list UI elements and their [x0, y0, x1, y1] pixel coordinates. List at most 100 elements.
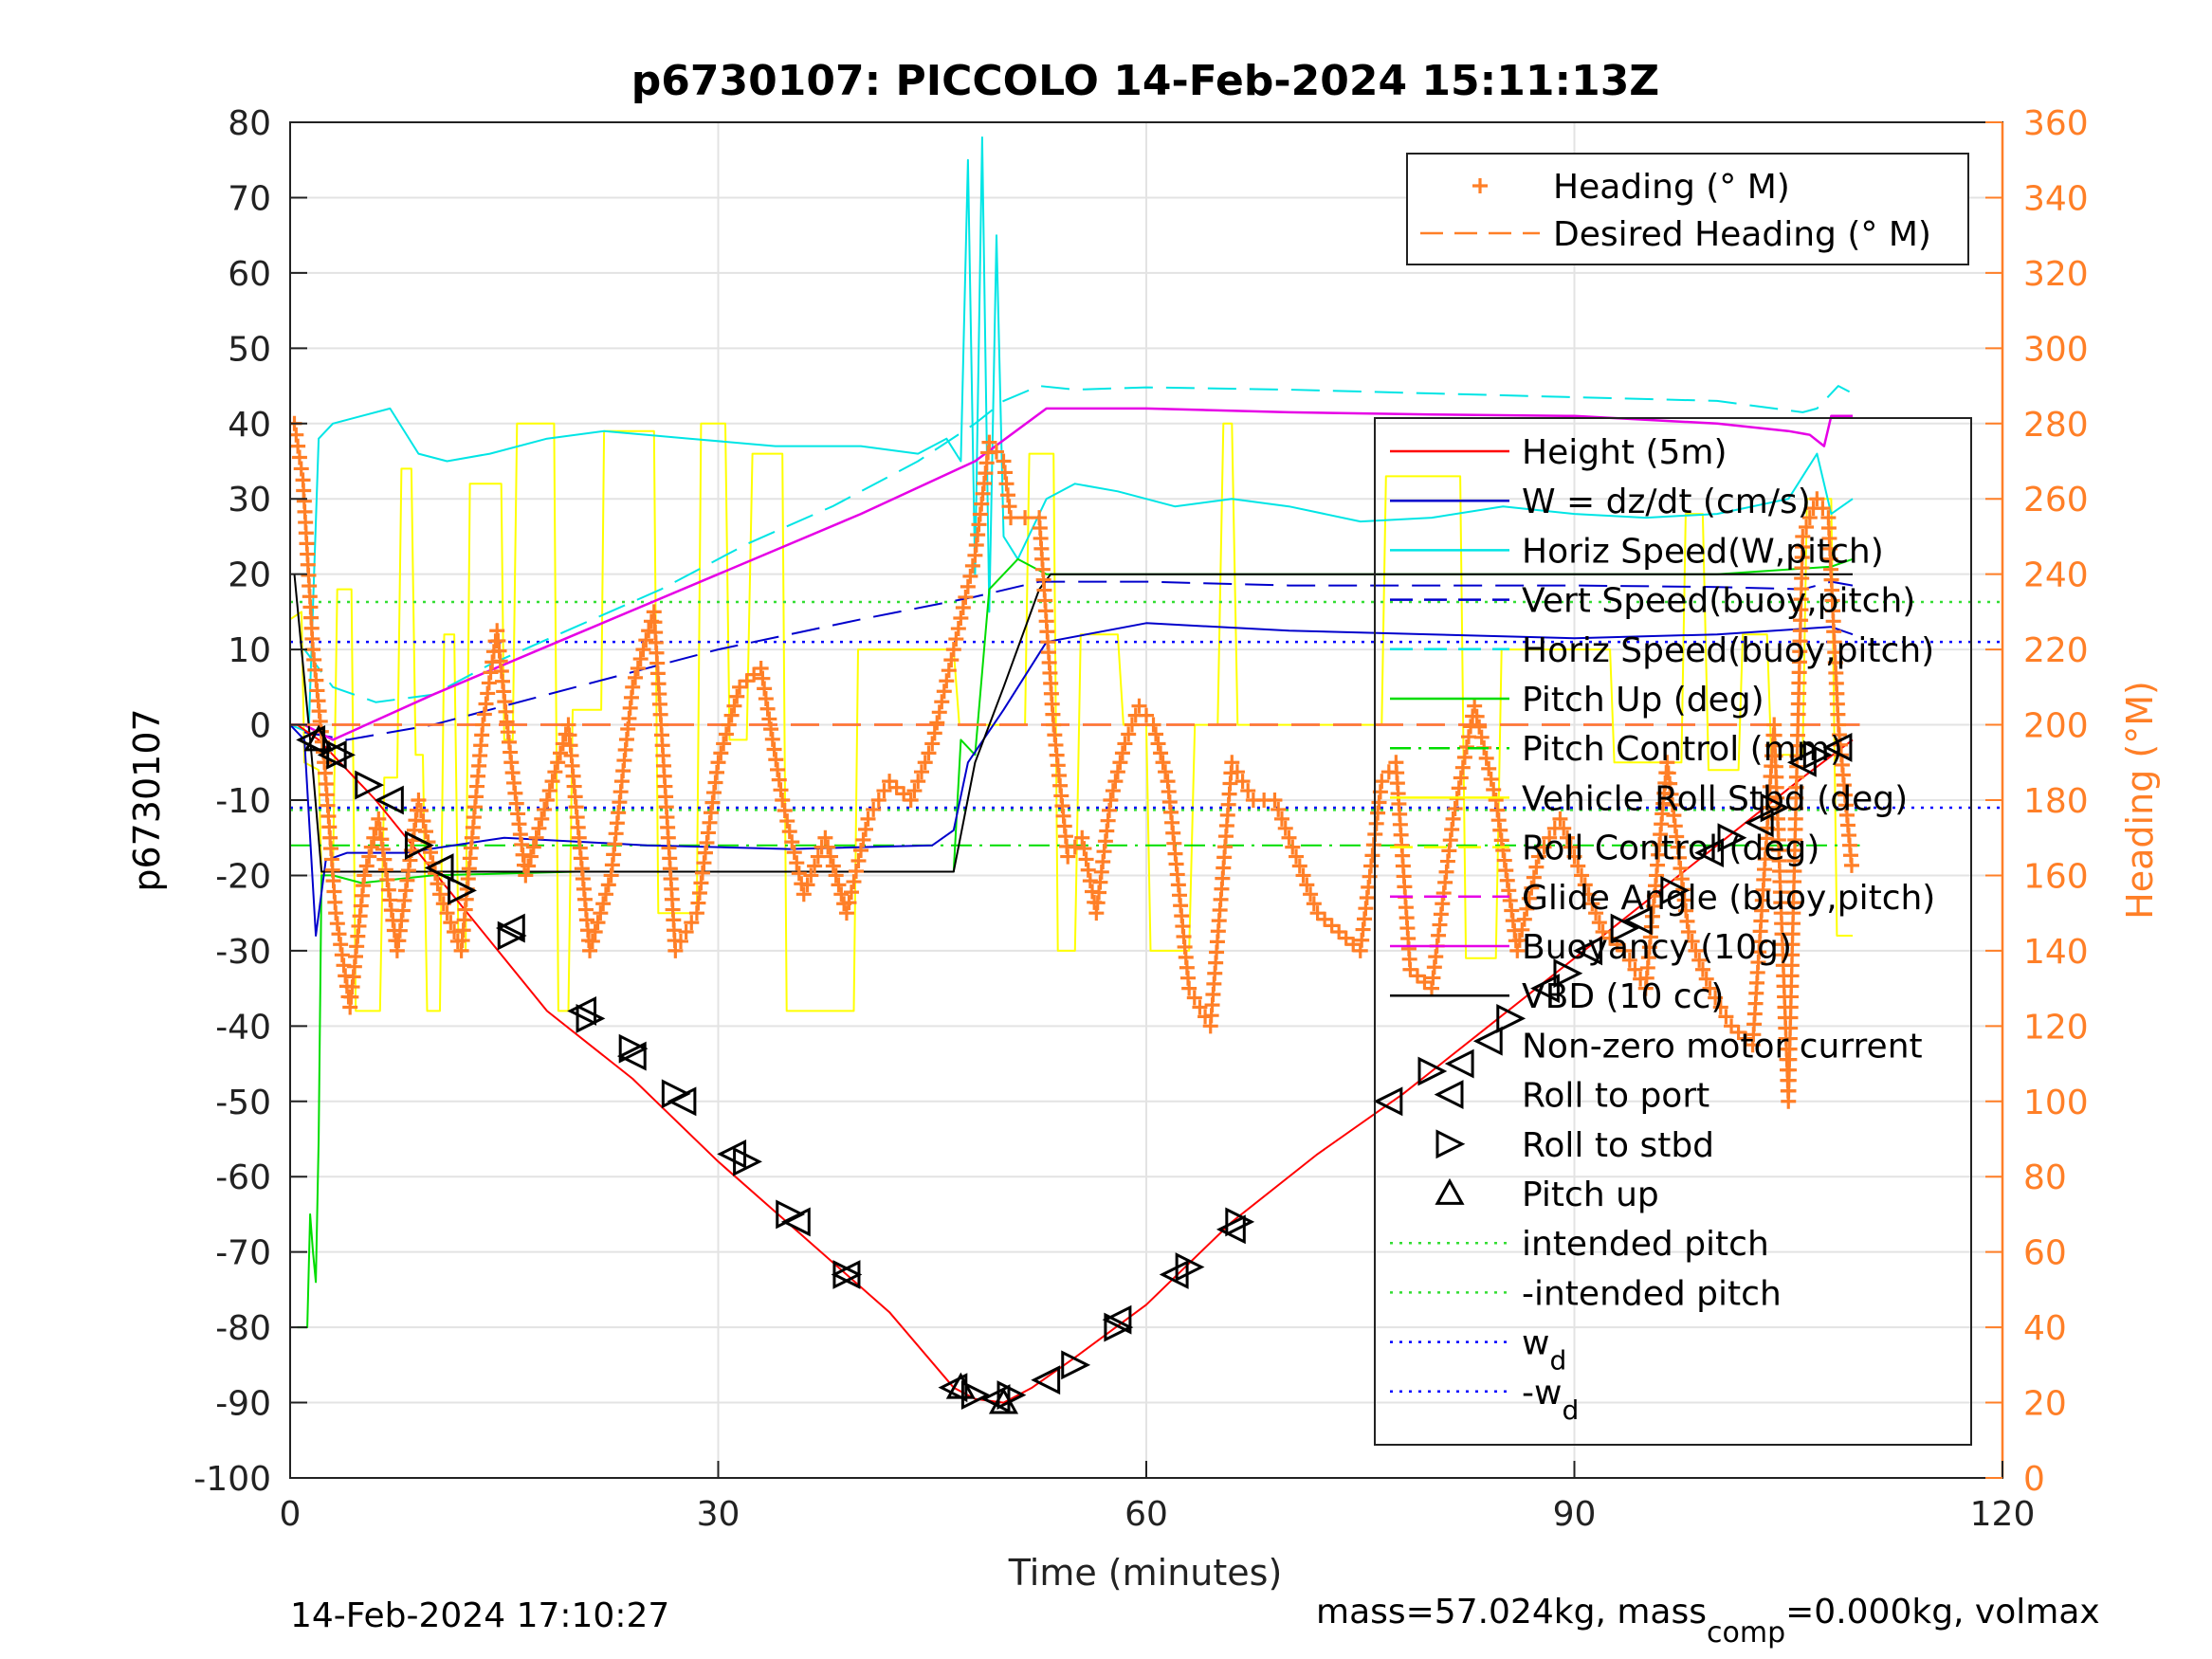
legend-label-text: intended pitch	[1522, 1225, 1769, 1264]
legend-label-text: Pitch up	[1522, 1176, 1659, 1214]
heading-point	[600, 877, 616, 893]
legend-label-text: Glide Angle (buoy,pitch)	[1522, 879, 1935, 918]
legend-label-text: Horiz Speed(buoy,pitch)	[1522, 631, 1934, 670]
heading-point	[755, 670, 771, 686]
roll-to-port-marker	[938, 1373, 968, 1403]
heading-point	[1155, 755, 1171, 771]
heading-point	[1795, 528, 1811, 544]
heading-point	[953, 611, 969, 627]
legend-label-text: Roll to stbd	[1522, 1126, 1714, 1165]
heading-point	[1453, 770, 1469, 786]
y2-axis-label: Heading (°M)	[2119, 681, 2161, 920]
chart-title: p6730107: PICCOLO 14-Feb-2024 15:11:13Z	[631, 57, 1659, 105]
x-tick-label: 90	[1553, 1495, 1597, 1534]
heading-point	[1460, 729, 1476, 745]
heading-point	[729, 688, 745, 704]
heading-point	[290, 438, 306, 454]
legend-label: Pitch Up (deg)	[1522, 681, 1764, 720]
heading-point	[1526, 869, 1542, 885]
heading-point	[870, 793, 887, 808]
legend-heading: Heading (° M) Desired Heading (° M)	[1406, 153, 1969, 265]
heading-point	[850, 852, 867, 868]
y-tick-label: -90	[215, 1385, 271, 1424]
heading-point	[775, 793, 791, 808]
heading-point	[1519, 901, 1535, 917]
heading-point	[773, 782, 789, 798]
heading-point	[817, 830, 833, 846]
heading-point	[667, 942, 684, 958]
legend-label: Roll to port	[1522, 1077, 1709, 1116]
heading-point	[1121, 726, 1137, 742]
roll-to-port-marker	[1444, 1048, 1474, 1079]
y2-tick-label: 80	[2023, 1158, 2067, 1197]
roll-to-stbd-marker	[497, 921, 527, 951]
roll-to-port-marker	[296, 725, 326, 755]
heading-point	[1516, 911, 1532, 927]
heading-point	[537, 801, 553, 817]
legend-label-text: Desired Heading (° M)	[1553, 215, 1931, 254]
pitch-up-marker	[988, 1387, 1019, 1414]
legend-label-sub: d	[1562, 1395, 1579, 1426]
heading-point	[1691, 952, 1708, 968]
heading-point	[934, 694, 950, 710]
heading-point	[764, 731, 780, 747]
heading-point	[936, 684, 952, 700]
heading-point	[718, 726, 734, 742]
y-tick-label: -20	[215, 857, 271, 896]
heading-point	[1224, 755, 1240, 771]
heading-point	[1153, 745, 1169, 761]
heading-point	[447, 924, 463, 940]
heading-point	[417, 824, 433, 840]
heading-point	[988, 444, 1004, 460]
heading-point	[1588, 905, 1604, 921]
heading-point	[1150, 736, 1166, 752]
height-series	[296, 723, 1854, 1404]
roll-to-stbd-marker	[1496, 1003, 1526, 1033]
footer-mass-sub: comp	[1707, 1616, 1785, 1650]
heading-point	[941, 663, 957, 679]
heading-point	[1469, 708, 1485, 724]
heading-point	[981, 434, 997, 450]
legend-swatch	[1435, 1177, 1465, 1205]
legend-label-text: Pitch Control (mm)	[1522, 730, 1843, 769]
heading-point	[950, 621, 966, 637]
heading-point	[1574, 867, 1590, 884]
roll-to-stbd-marker	[448, 875, 477, 905]
legend-label-text: Buoyancy (10g)	[1522, 928, 1792, 967]
legend-label-text: Roll Control (deg)	[1522, 830, 1819, 868]
legend-label: Vert Speed(buoy,pitch)	[1522, 582, 1915, 621]
heading-point	[924, 736, 941, 752]
heading-point	[1074, 830, 1090, 846]
roll-to-port-marker	[1694, 838, 1724, 868]
legend-label-text: Height (5m)	[1522, 433, 1728, 472]
heading-point	[1542, 830, 1558, 846]
x-axis-label: Time (minutes)	[1008, 1552, 1283, 1594]
heading-point	[1114, 745, 1130, 761]
heading-point	[1181, 980, 1197, 996]
heading-point	[1799, 520, 1815, 536]
heading-point	[1617, 942, 1633, 958]
heading-point	[1483, 771, 1499, 787]
roll-to-stbd-marker	[618, 1033, 649, 1064]
pitch-up-marker	[303, 724, 334, 752]
markers-layer	[296, 724, 1853, 1414]
heading-point	[521, 858, 537, 874]
heading-point	[758, 691, 774, 707]
heading-point	[635, 642, 651, 658]
heading-point	[1060, 848, 1076, 865]
legend-label: Buoyancy (10g)	[1522, 928, 1792, 967]
heading-point	[1158, 764, 1174, 780]
heading-point	[439, 905, 455, 921]
heading-point	[1577, 877, 1593, 893]
roll-to-port-marker	[1822, 732, 1853, 762]
heading-point	[1277, 820, 1293, 836]
heading-point	[955, 599, 971, 615]
y-tick-label: 50	[228, 330, 271, 369]
legend-swatch	[1472, 178, 1488, 193]
heading-point	[958, 589, 974, 605]
heading-point	[1509, 942, 1526, 958]
heading-point	[910, 774, 926, 790]
heading-point	[770, 761, 786, 777]
legend-label: Height (5m)	[1522, 433, 1728, 472]
roll-to-port-marker	[1530, 974, 1560, 1004]
